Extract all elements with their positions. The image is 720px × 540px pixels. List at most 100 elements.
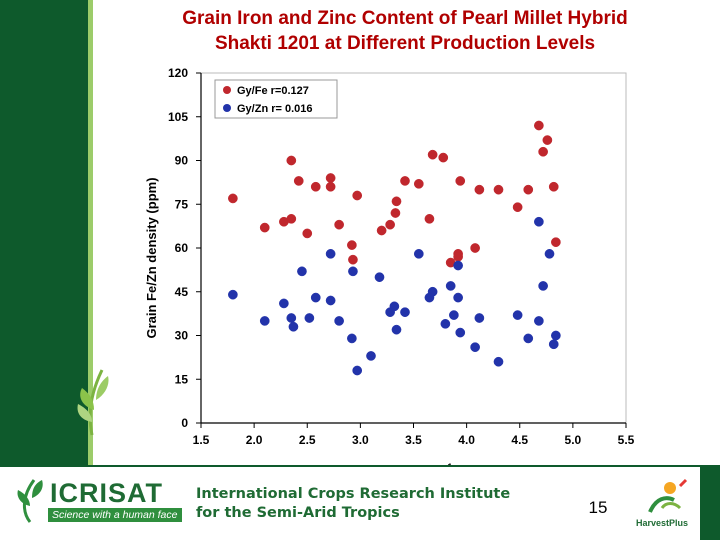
fe-data-point [390, 208, 401, 218]
plot-area [200, 72, 627, 424]
fe-data-point [542, 135, 553, 145]
fe-data-point [286, 155, 297, 166]
legend-marker [223, 104, 231, 112]
y-axis-label: Grain Fe/Zn density (ppm) [144, 177, 159, 338]
zn-data-point [334, 316, 344, 326]
zn-data-point [400, 307, 410, 318]
harvestplus-wordmark: HarvestPlus [636, 518, 689, 528]
fe-data-point [512, 202, 523, 213]
zn-data-point [288, 321, 299, 332]
footer-divider [0, 465, 720, 467]
fe-data-point [474, 184, 485, 195]
zn-data-point [391, 324, 402, 335]
fe-data-point [325, 181, 336, 192]
harvestplus-logo-icon [648, 478, 688, 513]
legend-label: Gy/Fe r=0.127 [237, 85, 309, 97]
fe-data-point [534, 120, 544, 131]
fe-data-point [325, 173, 336, 183]
icrisat-wordmark: ICRISAT [50, 478, 163, 508]
fe-data-point [453, 251, 463, 262]
fe-data-point [427, 149, 438, 160]
fe-data-point [538, 146, 548, 157]
y-tick-label: 0 [181, 416, 188, 430]
fe-data-point [286, 213, 297, 224]
x-tick-label: 5.0 [565, 433, 582, 447]
fe-data-point [551, 237, 561, 248]
zn-data-point [228, 289, 238, 300]
fe-data-point [352, 190, 363, 201]
zn-data-point [325, 295, 336, 306]
y-tick-label: 30 [175, 329, 189, 343]
institute-line-2: for the Semi-Arid Tropics [196, 505, 400, 521]
zn-data-point [544, 248, 555, 259]
zn-data-point [389, 301, 400, 312]
slide-title-line-1: Grain Iron and Zinc Content of Pearl Mil… [182, 8, 628, 29]
y-tick-label: 15 [175, 372, 189, 386]
zn-data-point [512, 310, 523, 320]
slide-title-line-2: Shakti 1201 at Different Production Leve… [214, 33, 596, 54]
zn-data-point [493, 356, 504, 367]
zn-data-point [551, 330, 561, 341]
zn-data-point [445, 281, 456, 291]
y-tick-label: 105 [168, 110, 188, 124]
fe-data-point [228, 193, 238, 204]
fe-data-point [548, 181, 559, 192]
zn-data-point [279, 298, 289, 309]
icrisat-tagline: Science with a human face [48, 508, 182, 522]
zn-data-point [474, 313, 485, 323]
zn-data-point [297, 266, 307, 277]
zn-data-point [366, 351, 376, 361]
fe-data-point [310, 181, 321, 192]
fe-data-point [385, 219, 395, 230]
fe-data-point [523, 184, 534, 195]
legend-box [214, 79, 338, 119]
zn-data-point [286, 313, 297, 323]
zn-data-point [440, 318, 451, 329]
fe-data-point [376, 225, 387, 236]
zn-data-point [470, 342, 480, 353]
fe-data-point [259, 222, 270, 233]
zn-data-point [453, 292, 463, 303]
fe-data-point [391, 196, 402, 207]
zn-data-point [413, 248, 424, 259]
zn-data-point [538, 281, 548, 291]
fe-data-point [470, 243, 480, 253]
left-brand-bar [0, 0, 88, 465]
zn-data-point [523, 333, 534, 344]
zn-data-point [259, 316, 270, 326]
institute-line-1: International Crops Research Institute [196, 486, 511, 502]
y-tick-label: 75 [175, 197, 189, 211]
legend-marker [223, 86, 231, 94]
x-tick-label: 5.5 [618, 433, 635, 447]
y-tick-label: 90 [175, 154, 189, 168]
zn-data-point [427, 286, 438, 297]
fe-data-point [424, 213, 435, 224]
zn-data-point [548, 339, 559, 350]
zn-data-point [449, 310, 459, 320]
zn-data-point [534, 316, 544, 326]
slide-number: 15 [588, 498, 608, 517]
x-tick-label: 2.0 [246, 433, 263, 447]
zn-data-point [534, 216, 544, 227]
icrisat-logo-icon [17, 479, 43, 523]
x-tick-label: 3.0 [352, 433, 369, 447]
zn-data-point [455, 327, 466, 338]
fe-data-point [493, 184, 504, 195]
zn-data-point [348, 266, 358, 277]
fe-data-point [455, 176, 466, 186]
plant-logo-icon [77, 369, 109, 436]
zn-data-point [310, 292, 321, 303]
slide-title: Grain Iron and Zinc Content of Pearl Mil… [100, 6, 710, 56]
zn-data-point [347, 333, 357, 344]
y-tick-label: 120 [168, 66, 188, 80]
y-tick-label: 60 [175, 241, 189, 255]
y-tick-label: 45 [175, 285, 189, 299]
fe-data-point [293, 176, 304, 186]
zn-data-point [325, 248, 336, 259]
fe-data-point [438, 152, 449, 163]
zn-data-point [374, 272, 385, 283]
zn-data-point [453, 260, 463, 271]
x-tick-label: 4.5 [511, 433, 528, 447]
x-tick-label: 1.5 [193, 433, 210, 447]
fe-data-point [347, 240, 357, 250]
